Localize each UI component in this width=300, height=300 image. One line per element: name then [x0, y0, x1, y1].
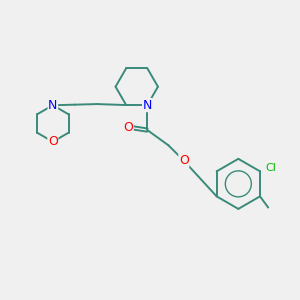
Text: O: O [123, 121, 133, 134]
Text: Cl: Cl [266, 164, 277, 173]
Text: O: O [179, 154, 189, 167]
Text: N: N [48, 99, 58, 112]
Text: N: N [143, 99, 152, 112]
Text: O: O [48, 135, 58, 148]
